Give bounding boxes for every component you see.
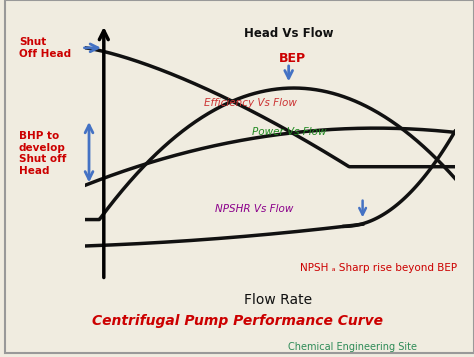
Text: BHP to
develop
Shut off
Head: BHP to develop Shut off Head bbox=[19, 131, 66, 176]
Text: NPSH ₐ Sharp rise beyond BEP: NPSH ₐ Sharp rise beyond BEP bbox=[300, 263, 457, 273]
Text: BEP: BEP bbox=[279, 52, 306, 65]
Text: Centrifugal Pump Performance Curve: Centrifugal Pump Performance Curve bbox=[91, 314, 383, 328]
Text: Flow Rate: Flow Rate bbox=[244, 293, 311, 307]
Text: Head Vs Flow: Head Vs Flow bbox=[244, 27, 333, 40]
Text: Shut
Off Head: Shut Off Head bbox=[19, 37, 71, 59]
Text: Efficiency Vs Flow: Efficiency Vs Flow bbox=[204, 98, 297, 108]
Text: Power Vs Flow: Power Vs Flow bbox=[252, 127, 326, 137]
Text: NPSHR Vs Flow: NPSHR Vs Flow bbox=[215, 203, 293, 213]
Text: Chemical Engineering Site: Chemical Engineering Site bbox=[288, 342, 417, 352]
